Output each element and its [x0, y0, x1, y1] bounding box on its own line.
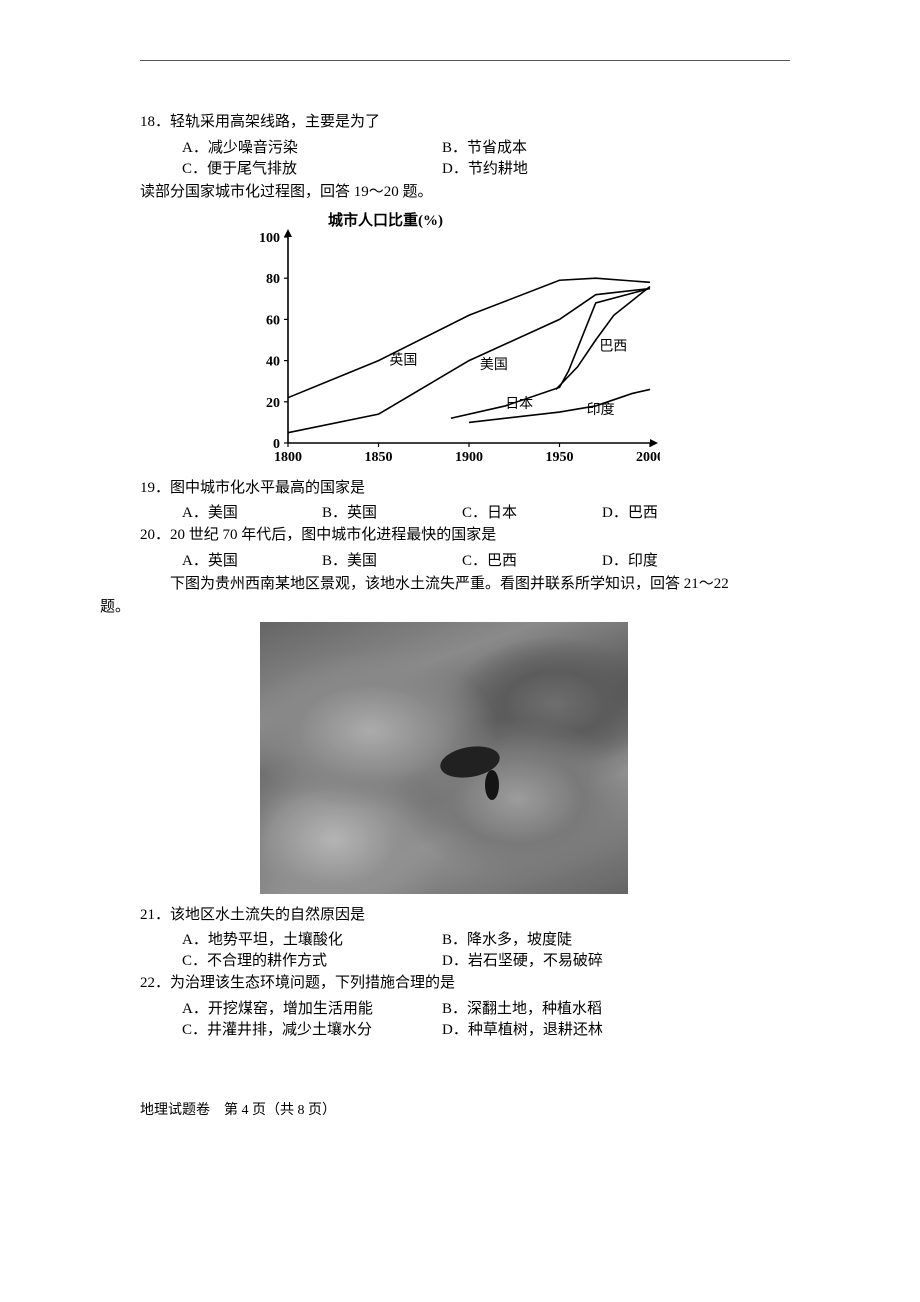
svg-text:2000: 2000 — [636, 450, 660, 465]
svg-text:美国: 美国 — [480, 356, 508, 372]
q22-row2: C．井灌井排，减少土壤水分 D．种草植树，退耕还林 — [140, 1018, 790, 1039]
svg-text:英国: 英国 — [389, 351, 417, 368]
q18-row2: C．便于尾气排放 D．节约耕地 — [140, 157, 790, 178]
top-rule — [140, 60, 790, 61]
q18-row1: A．减少噪音污染 B．节省成本 — [140, 136, 790, 157]
q21-a: A．地势平坦，土壤酸化 — [140, 928, 442, 949]
q19-c: C．日本 — [462, 501, 602, 522]
svg-text:80: 80 — [266, 272, 280, 287]
svg-text:40: 40 — [266, 354, 280, 369]
svg-text:60: 60 — [266, 313, 280, 328]
q20-c: C．巴西 — [462, 549, 602, 570]
q21-c: C．不合理的耕作方式 — [140, 949, 442, 970]
page-footer: 地理试题卷 第 4 页（共 8 页） — [140, 1099, 790, 1119]
q22-d: D．种草植树，退耕还林 — [442, 1018, 790, 1039]
svg-text:20: 20 — [266, 395, 280, 410]
q19-d: D．巴西 — [602, 501, 742, 522]
svg-text:城市人口比重(%): 城市人口比重(%) — [328, 211, 443, 229]
landscape-photo-wrap — [260, 622, 790, 894]
q22-b: B．深翻土地，种植水稻 — [442, 997, 790, 1018]
q18-b: B．节省成本 — [442, 136, 790, 157]
q18-text: 18．轻轨采用高架线路，主要是为了 — [140, 111, 790, 134]
svg-text:巴西: 巴西 — [599, 339, 627, 354]
intro-21-22a: 下图为贵州西南某地区景观，该地水土流失严重。看图并联系所学知识，回答 21～22 — [140, 576, 729, 592]
q21-d: D．岩石坚硬，不易破碎 — [442, 949, 790, 970]
q20-opts: A．英国 B．美国 C．巴西 D．印度 — [140, 549, 790, 570]
q20-b: B．美国 — [322, 549, 462, 570]
q21-text: 21．该地区水土流失的自然原因是 — [140, 904, 790, 927]
svg-text:日本: 日本 — [505, 395, 533, 411]
q21-b: B．降水多，坡度陡 — [442, 928, 790, 949]
q21-row2: C．不合理的耕作方式 D．岩石坚硬，不易破碎 — [140, 949, 790, 970]
svg-text:印度: 印度 — [587, 402, 615, 418]
svg-text:1800: 1800 — [274, 450, 302, 465]
svg-text:1900: 1900 — [455, 450, 483, 465]
q18-c: C．便于尾气排放 — [140, 157, 442, 178]
page: 18．轻轨采用高架线路，主要是为了 A．减少噪音污染 B．节省成本 C．便于尾气… — [0, 0, 920, 1159]
q18-a: A．减少噪音污染 — [140, 136, 442, 157]
q19-b: B．英国 — [322, 501, 462, 522]
q22-c: C．井灌井排，减少土壤水分 — [140, 1018, 442, 1039]
q19-text: 19．图中城市化水平最高的国家是 — [140, 477, 790, 500]
q20-text: 20．20 世纪 70 年代后，图中城市化进程最快的国家是 — [140, 524, 790, 547]
q20-a: A．英国 — [182, 549, 322, 570]
q22-row1: A．开挖煤窑，增加生活用能 B．深翻土地，种植水稻 — [140, 997, 790, 1018]
svg-text:1850: 1850 — [365, 450, 393, 465]
landscape-photo — [260, 622, 628, 894]
q18-d: D．节约耕地 — [442, 157, 790, 178]
q19-a: A．美国 — [182, 501, 322, 522]
q21-row1: A．地势平坦，土壤酸化 B．降水多，坡度陡 — [140, 928, 790, 949]
intro-19-20: 读部分国家城市化过程图，回答 19～20 题。 — [140, 180, 790, 201]
intro-21-22b: 题。 — [100, 595, 790, 616]
chart-svg: 城市人口比重(%)0204060801001800185019001950200… — [240, 209, 660, 469]
q19-opts: A．美国 B．英国 C．日本 D．巴西 — [140, 501, 790, 522]
svg-text:100: 100 — [259, 231, 280, 246]
urbanization-chart: 城市人口比重(%)0204060801001800185019001950200… — [240, 209, 790, 469]
svg-text:1950: 1950 — [546, 450, 574, 465]
q22-text: 22．为治理该生态环境问题，下列措施合理的是 — [140, 972, 790, 995]
q22-a: A．开挖煤窑，增加生活用能 — [140, 997, 442, 1018]
q20-d: D．印度 — [602, 549, 742, 570]
